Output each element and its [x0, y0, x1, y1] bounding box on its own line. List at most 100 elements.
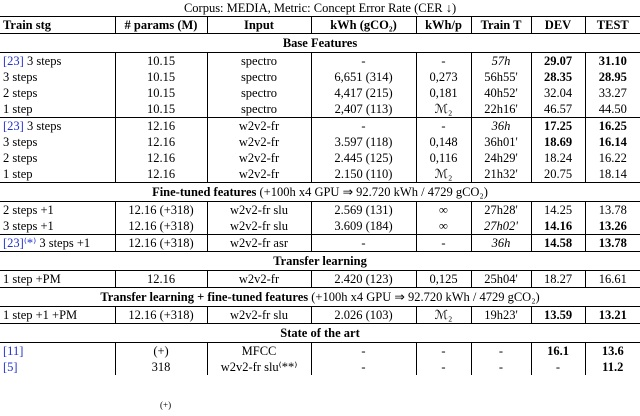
cell-text: 57h	[491, 54, 511, 68]
table-cell: 28.35	[530, 69, 585, 85]
table-cell: -	[310, 234, 416, 252]
table-cell: 10.15	[114, 52, 207, 69]
data-row: 1 step +1 +PM 12.16 (+318) w2v2-fr slu 2.02…	[0, 306, 640, 324]
cell-text: 11.2	[602, 360, 624, 374]
table-cell: 36h	[470, 117, 531, 134]
table-cell: 2 steps	[0, 150, 115, 166]
cell-text: w2v2-fr	[238, 135, 280, 149]
cell-text: -	[441, 54, 446, 68]
cell-text: 12.16 (+318)	[128, 236, 194, 250]
cell-text: -	[555, 360, 561, 374]
citation: [5]	[3, 360, 18, 374]
table-cell: 2 steps	[0, 85, 115, 101]
table-cell: 2,407 (113)	[310, 101, 416, 118]
cell-text: 32.04	[543, 86, 573, 100]
table-cell: 11.2	[584, 359, 640, 375]
cell-text: 18.69	[543, 135, 573, 149]
cell-text: 1 step +1 +PM	[3, 308, 78, 322]
cell-text: 28.95	[598, 70, 627, 84]
cell-text: 19h23'	[484, 308, 518, 322]
table-cell: 12.16	[114, 166, 207, 183]
table-cell: 21h32'	[470, 166, 531, 183]
table-cell: 24h29'	[470, 150, 531, 166]
table-cell: 16.22	[584, 150, 640, 166]
table-cell: w2v2-fr	[206, 150, 311, 166]
cell-text: 22h16'	[484, 102, 518, 116]
cell-text: 13.6	[601, 344, 624, 358]
cell-text: 3.609 (184)	[334, 219, 393, 233]
cell-text: 1 step	[3, 167, 33, 181]
cell-text: 12.16 (+318)	[128, 203, 194, 217]
cell-text: 44.50	[598, 102, 627, 116]
cell-text: 12.16 (+318)	[128, 219, 194, 233]
cell-text: 2 steps	[3, 151, 38, 165]
footnote: (+)	[160, 400, 172, 410]
table-cell: 0,181	[415, 85, 471, 101]
cell-text: 12.16	[146, 135, 176, 149]
table-cell: ∞	[415, 201, 471, 218]
cell-text: 20.75	[543, 167, 573, 181]
cell-text: ∞	[439, 203, 448, 217]
cell-text: 36h	[491, 236, 511, 250]
table-cell: 2.445 (125)	[310, 150, 416, 166]
cell-text: 14.16	[543, 219, 573, 233]
table-cell: 2.150 (110)	[310, 166, 416, 183]
table-cell: -	[415, 342, 471, 359]
table-cell: -	[470, 359, 531, 375]
column-header: # params (M)	[114, 16, 207, 34]
table-cell: 12.16 (+318)	[114, 306, 207, 324]
table-cell: 10.15	[114, 101, 207, 118]
cell-text: w2v2-fr slu	[230, 203, 288, 217]
table-cell: 1 step	[0, 101, 115, 118]
table-cell: 31.10	[584, 52, 640, 69]
table-cell: 44.50	[584, 101, 640, 118]
table-cell: 13.26	[584, 218, 640, 235]
section-title: Transfer learning	[273, 254, 367, 268]
caption-row: Corpus: MEDIA, Metric: Concept Error Rat…	[0, 0, 640, 17]
cell-text: (+)	[153, 344, 169, 358]
cell-text: 56h55'	[484, 70, 518, 84]
table-cell: 1 step	[0, 166, 115, 183]
table-cell: 46.57	[530, 101, 585, 118]
column-header: Train stg	[0, 16, 115, 34]
table-cell: w2v2-fr	[206, 166, 311, 183]
cell-text: w2v2-fr	[238, 151, 280, 165]
table-cell: 2.420 (123)	[310, 270, 416, 288]
table-cell: w2v2-fr	[206, 270, 311, 288]
table-cell: -	[310, 359, 416, 375]
cell-text: 0,116	[429, 151, 458, 165]
table-cell: 6,651 (314)	[310, 69, 416, 85]
cell-text: 10.15	[146, 102, 176, 116]
cell-text: spectro	[240, 54, 278, 68]
cell-text: 1 step +PM	[3, 272, 61, 286]
table-cell: -	[530, 359, 585, 375]
data-row: 2 steps 12.16 w2v2-fr 2.445 (125) 0,116 24h29…	[0, 150, 640, 166]
section-row: Base Features	[0, 33, 640, 53]
cell-text: 31.10	[598, 54, 627, 68]
section-cell: Transfer learning	[0, 251, 640, 271]
cell-text: 16.1	[547, 344, 569, 358]
cell-text: 10.15	[146, 70, 176, 84]
table-cell: 10.15	[114, 85, 207, 101]
cell-text: 3 steps	[23, 119, 62, 133]
table-cell: 36h01'	[470, 134, 531, 150]
table-cell: MFCC	[206, 342, 311, 359]
section-row: State of the art	[0, 323, 640, 343]
table-cell: 33.27	[584, 85, 640, 101]
table-cell: w2v2-fr	[206, 117, 311, 134]
table-cell: ∞	[415, 218, 471, 235]
section-title: State of the art	[280, 326, 360, 340]
caption: Corpus: MEDIA, Metric: Concept Error Rat…	[0, 0, 640, 17]
data-row: [11] (+) MFCC - - - 16.1 13.6	[0, 342, 640, 359]
cell-text: 46.57	[543, 102, 573, 116]
cell-text: 13.26	[598, 219, 627, 233]
cell-text: 14.58	[543, 236, 573, 250]
section-title: Transfer learning + fine-tuned features	[100, 290, 309, 304]
column-header: Input	[206, 16, 311, 34]
data-row: 2 steps 10.15 spectro 4,417 (215) 0,181 40h52…	[0, 85, 640, 101]
cell-text: 18.14	[598, 167, 627, 181]
cell-text: w2v2-fr asr	[230, 236, 288, 250]
cell-text: 36h	[491, 119, 511, 133]
cell-text: 21h32'	[484, 167, 518, 181]
cell-text: 12.16	[146, 151, 176, 165]
